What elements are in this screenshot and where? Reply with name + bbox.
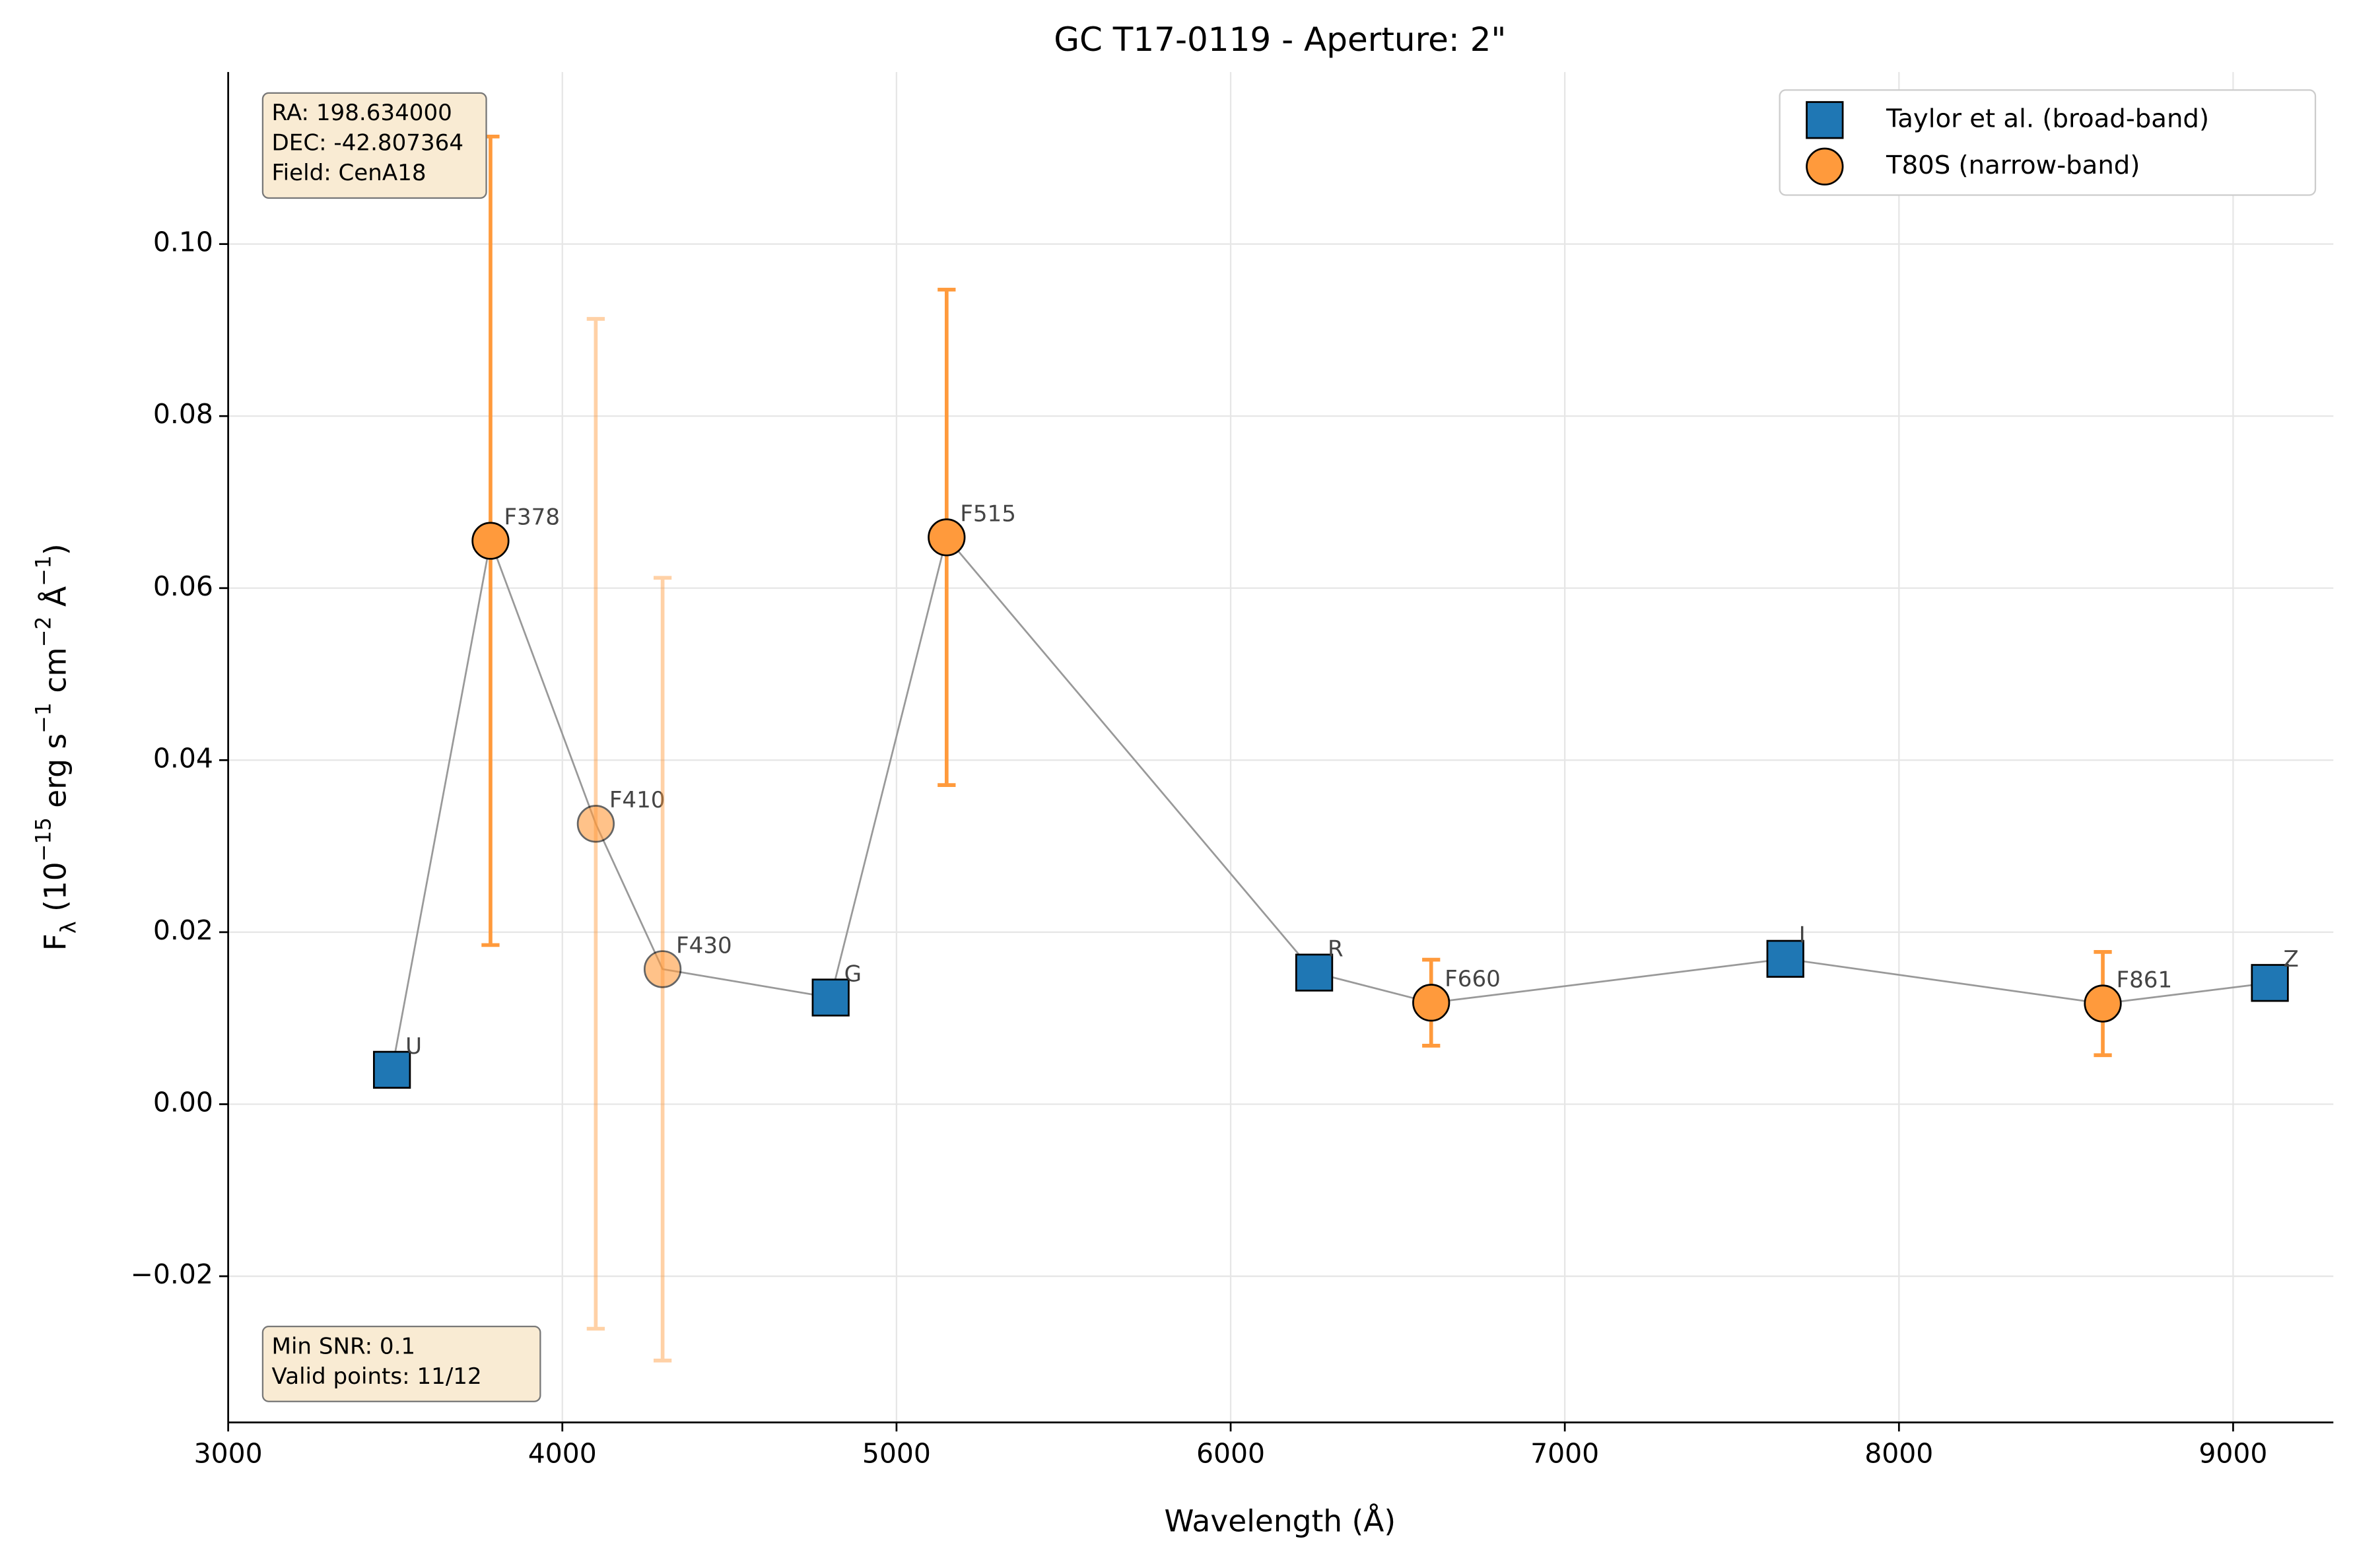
y-tick-label: 0.04 [153,742,213,774]
point-label: F660 [1445,966,1501,992]
y-tick-label: −0.02 [131,1258,213,1290]
point-label: I [1799,922,1806,949]
y-axis-label-part: λ [56,921,81,934]
circle-marker [471,522,510,560]
x-tick-label: 7000 [1530,1438,1599,1470]
x-tick-label: 6000 [1196,1438,1265,1470]
legend-marker [1806,147,1844,186]
info-text: RA: 198.634000 [272,100,452,126]
legend-label: Taylor et al. (broad-band) [1886,104,2209,133]
point-label: F410 [609,787,665,813]
x-tick-label: 8000 [1864,1438,1933,1470]
info-box [261,92,487,199]
point-label: F378 [504,504,560,531]
x-tick-label: 4000 [528,1438,597,1470]
point-label: U [405,1033,422,1060]
legend-marker [1806,101,1844,139]
y-axis-label-part: Å [37,586,73,617]
square-marker [811,978,850,1017]
legend-label: T80S (narrow-band) [1886,151,2140,180]
y-axis-label-part: erg s [38,733,73,817]
x-tick-label: 5000 [862,1438,931,1470]
x-axis-label: Wavelength (Å) [1165,1503,1396,1538]
y-tick-label: 0.00 [153,1086,213,1118]
info-text: Min SNR: 0.1 [272,1333,416,1359]
point-label: F430 [676,932,732,959]
info-text: Field: CenA18 [272,160,426,186]
y-axis-label-part: −1 [31,555,56,586]
y-axis-label-part: F [38,934,73,951]
circle-marker [643,950,682,988]
circle-marker [928,518,966,557]
point-label: Z [2284,946,2299,972]
info-box [261,1325,541,1402]
point-label: R [1328,936,1344,963]
circle-marker [576,805,615,843]
legend-box [1779,89,2317,196]
square-marker [2251,964,2289,1002]
circle-marker [1412,984,1450,1022]
info-text: DEC: -42.807364 [272,130,463,156]
y-axis-label-part: −15 [31,817,56,862]
x-tick-label: 9000 [2199,1438,2267,1470]
square-marker [1295,953,1334,992]
chart-title: GC T17-0119 - Aperture: 2" [1054,20,1506,59]
y-tick-label: 0.06 [153,570,213,602]
square-marker [373,1050,411,1089]
point-label: G [844,961,862,987]
point-label: F515 [960,500,1016,527]
y-tick-label: 0.02 [153,914,213,946]
y-axis-label-part: −1 [31,702,56,733]
y-axis-label-part: (10 [38,862,73,921]
y-tick-label: 0.08 [153,398,213,430]
y-axis-label-part: cm [38,647,73,702]
square-marker [1766,939,1804,978]
point-label: F861 [2116,967,2172,993]
circle-marker [2084,984,2122,1023]
info-text: Valid points: 11/12 [272,1363,482,1390]
x-tick-label: 3000 [194,1438,263,1470]
y-axis-label-part: ) [38,543,73,555]
y-tick-label: 0.10 [153,226,213,258]
y-axis-label: Fλ (10−15 erg s−1 cm−2 Å−1) [31,543,81,951]
y-axis-label-part: −2 [31,617,56,648]
